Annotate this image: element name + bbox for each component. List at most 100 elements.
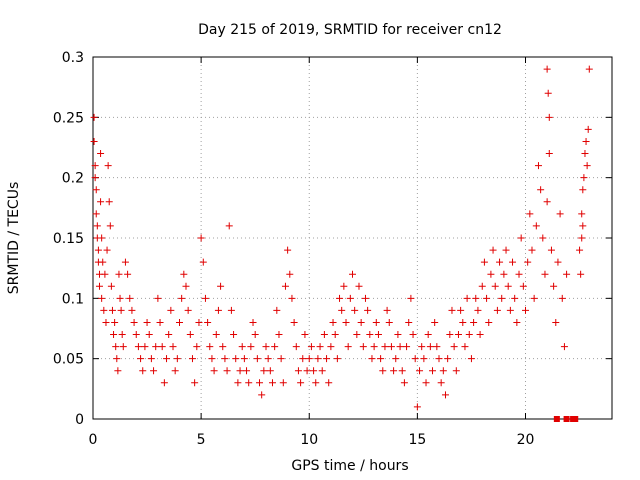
data-point bbox=[312, 379, 320, 387]
data-point bbox=[160, 379, 168, 387]
data-point bbox=[240, 355, 248, 363]
data-point bbox=[316, 343, 324, 351]
data-point bbox=[236, 367, 244, 375]
axis-ticks: 0 5 10 15 20 0 0.05 0.1 0.15 0.2 0.25 0.3 bbox=[53, 50, 612, 448]
data-point bbox=[554, 258, 562, 266]
x-axis-label: GPS time / hours bbox=[291, 458, 408, 474]
data-point bbox=[537, 186, 545, 194]
data-point bbox=[91, 174, 99, 182]
y-axis-label: SRMTID / TECUs bbox=[6, 182, 22, 295]
data-point-square bbox=[572, 416, 579, 422]
data-point bbox=[301, 331, 309, 339]
data-point bbox=[119, 343, 127, 351]
data-point bbox=[262, 343, 270, 351]
data-point bbox=[310, 367, 318, 375]
y-tick-label: 0.1 bbox=[62, 291, 84, 307]
data-point bbox=[496, 258, 504, 266]
data-point bbox=[260, 367, 268, 375]
data-point bbox=[407, 294, 415, 302]
data-point bbox=[110, 331, 118, 339]
data-point bbox=[91, 162, 99, 170]
data-point bbox=[118, 331, 126, 339]
data-point bbox=[137, 355, 145, 363]
data-point bbox=[292, 343, 300, 351]
data-point bbox=[271, 343, 279, 351]
y-tick-label: 0.05 bbox=[53, 352, 84, 368]
data-point bbox=[314, 355, 322, 363]
data-point bbox=[459, 318, 467, 326]
data-point bbox=[323, 355, 331, 363]
data-point bbox=[333, 355, 341, 363]
data-point bbox=[184, 306, 192, 314]
data-point bbox=[325, 379, 333, 387]
data-point bbox=[104, 162, 112, 170]
data-point bbox=[485, 318, 493, 326]
data-point bbox=[457, 306, 465, 314]
data-point bbox=[563, 270, 571, 278]
data-point bbox=[227, 306, 235, 314]
data-point bbox=[225, 222, 233, 230]
data-point bbox=[524, 258, 532, 266]
data-point bbox=[543, 65, 551, 73]
data-point bbox=[411, 355, 419, 363]
data-points bbox=[90, 65, 593, 422]
data-point bbox=[234, 379, 242, 387]
data-point bbox=[176, 318, 183, 326]
data-point bbox=[95, 282, 103, 290]
data-point bbox=[113, 355, 121, 363]
data-point bbox=[147, 355, 155, 363]
data-point bbox=[467, 355, 475, 363]
data-point bbox=[253, 355, 261, 363]
data-point bbox=[99, 258, 107, 266]
data-point bbox=[547, 246, 555, 254]
data-point bbox=[338, 306, 346, 314]
data-point bbox=[273, 306, 281, 314]
data-point bbox=[182, 282, 190, 290]
data-point bbox=[472, 294, 480, 302]
data-point bbox=[268, 379, 276, 387]
data-point bbox=[390, 367, 398, 375]
data-point bbox=[387, 343, 395, 351]
data-point bbox=[117, 306, 125, 314]
data-point bbox=[299, 355, 307, 363]
data-point bbox=[165, 331, 173, 339]
data-point bbox=[400, 379, 408, 387]
data-point bbox=[351, 306, 359, 314]
data-point bbox=[431, 318, 439, 326]
data-point bbox=[556, 210, 564, 218]
data-point bbox=[307, 343, 315, 351]
data-point bbox=[405, 318, 413, 326]
y-tick-label: 0 bbox=[75, 412, 84, 428]
data-point bbox=[204, 318, 212, 326]
data-point bbox=[221, 355, 229, 363]
data-point bbox=[126, 294, 134, 302]
data-point bbox=[372, 318, 380, 326]
data-point bbox=[480, 258, 488, 266]
data-point bbox=[544, 89, 552, 97]
data-point bbox=[93, 222, 101, 230]
data-point bbox=[97, 150, 105, 158]
data-point bbox=[201, 294, 209, 302]
data-point bbox=[232, 355, 240, 363]
data-point bbox=[583, 162, 591, 170]
data-point bbox=[522, 306, 529, 314]
data-point bbox=[506, 306, 514, 314]
data-point bbox=[199, 258, 207, 266]
data-point bbox=[493, 306, 501, 314]
data-point bbox=[491, 282, 499, 290]
data-point bbox=[383, 306, 391, 314]
data-point bbox=[463, 294, 471, 302]
data-point bbox=[193, 343, 201, 351]
data-point bbox=[178, 294, 186, 302]
data-point bbox=[368, 355, 376, 363]
data-point bbox=[154, 294, 162, 302]
data-point bbox=[444, 355, 452, 363]
data-point bbox=[381, 343, 389, 351]
data-point bbox=[90, 137, 98, 145]
data-point bbox=[134, 343, 142, 351]
x-tick-label: 10 bbox=[300, 432, 318, 448]
data-point bbox=[558, 294, 566, 302]
data-point bbox=[210, 367, 218, 375]
data-point bbox=[398, 367, 406, 375]
data-point bbox=[191, 379, 199, 387]
